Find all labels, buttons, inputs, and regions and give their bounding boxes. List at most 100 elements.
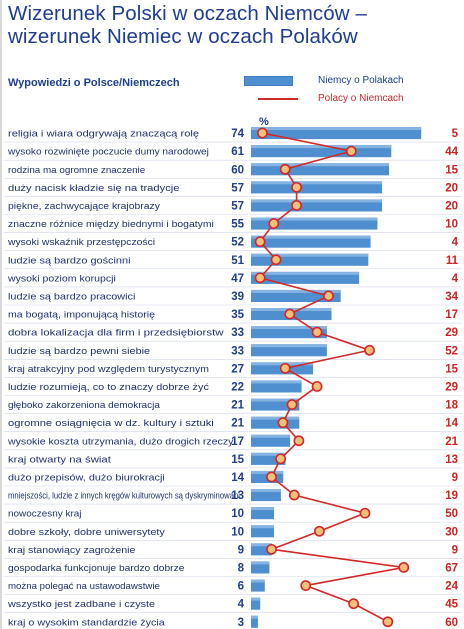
chart-title-line1: Wizerunek Polski w oczach Niemców –: [8, 2, 367, 25]
bar-highlight: [251, 543, 272, 547]
line-point-polacy: [254, 236, 266, 248]
bar-niemcy: [251, 145, 392, 158]
line-point-polacy: [291, 200, 302, 211]
line-value-label: 21: [445, 436, 458, 448]
line-point-polacy: [286, 399, 298, 410]
category-label: znaczne różnice między biednymi i bogaty…: [8, 219, 214, 230]
category-label: duży nacisk kładzie się na tradycje: [8, 183, 180, 194]
chart-title: Wizerunek Polski w oczach Niemców – wize…: [8, 2, 458, 48]
bar-value-label: 10: [231, 526, 244, 538]
legend-series2-label: Polacy o Niemcach: [318, 93, 404, 104]
bar-highlight: [251, 489, 281, 492]
line-point-polacy: [288, 489, 300, 501]
category-label: mniejszości, ludzie z innych kręgów kult…: [8, 491, 240, 502]
bar-highlight: [251, 615, 258, 619]
bar-highlight: [251, 452, 286, 456]
category-label: kraj atrakcyjny pod względem turystyczny…: [8, 364, 209, 375]
line-point-polacy: [348, 598, 359, 610]
category-label: głęboko zakorzeniona demokracja: [8, 400, 161, 411]
category-label: ma bogatą, imponującą historię: [8, 310, 155, 321]
line-point-polacy: [293, 435, 305, 447]
bar-niemcy: [251, 489, 281, 502]
bar-value-label: 57: [231, 200, 244, 212]
bar-value-label: 21: [231, 400, 244, 412]
bar-value-label: 47: [231, 273, 244, 285]
bar-value-label: 57: [231, 182, 244, 194]
category-label: ludzie rozumieją, co to znaczy dobrze ży…: [8, 382, 209, 393]
bar-niemcy: [251, 127, 422, 140]
bar-niemcy: [251, 398, 300, 411]
bar-niemcy: [251, 380, 302, 393]
category-label: piękne, zachwycające krajobrazy: [8, 201, 160, 212]
bar-value-label: 52: [231, 237, 244, 249]
category-label: ludzie są bardzo gościnni: [8, 255, 131, 266]
category-label: wysoki wskaźnik przestępczości: [7, 237, 155, 248]
bar-value-label: 14: [231, 472, 244, 484]
bar-niemcy: [251, 199, 383, 212]
line-value-label: 29: [445, 381, 458, 393]
bar-highlight: [251, 163, 389, 167]
line-point-polacy: [266, 543, 277, 555]
bar-niemcy: [251, 434, 291, 447]
line-point-polacy: [311, 381, 323, 392]
bar-value-label: 27: [231, 363, 244, 375]
bar-highlight: [251, 199, 383, 203]
line-point-polacy: [313, 525, 325, 537]
bar-value-label: 15: [231, 454, 244, 466]
chart-subtitle: Wypowiedzi o Polsce/Niemczech: [8, 77, 180, 89]
bar-value-label: 22: [231, 381, 244, 393]
bar-highlight: [251, 398, 300, 402]
percent-unit-label: %: [259, 116, 269, 128]
line-value-label: 14: [445, 418, 458, 430]
line-point-polacy: [291, 181, 302, 193]
line-point-polacy: [323, 290, 334, 302]
bar-highlight: [251, 145, 392, 149]
bar-highlight: [251, 416, 300, 420]
line-point-polacy: [270, 254, 282, 266]
bar-highlight: [251, 217, 378, 221]
bar-value-label: 33: [231, 345, 244, 357]
category-label: wysoko rozwinięte poczucie dumy narodowe…: [7, 147, 209, 158]
line-value-label: 19: [445, 490, 458, 502]
line-point-polacy: [268, 218, 280, 229]
category-label: dobre szkoły, dobre uniwersytety: [8, 527, 165, 538]
line-value-label: 17: [445, 309, 458, 321]
bar-highlight: [251, 253, 369, 257]
category-label: kraj o wysokim standardzie życia: [8, 617, 166, 628]
line-value-label: 20: [445, 200, 458, 212]
category-label: religia i wiara odgrywają znaczącą rolę: [8, 129, 199, 140]
category-label: rodzina ma ogromne znaczenie: [8, 165, 145, 176]
line-value-label: 45: [445, 599, 458, 611]
category-label: dobra lokalizacja dla firm i przedsiębio…: [8, 328, 224, 339]
bar-highlight: [251, 597, 261, 601]
line-value-label: 9: [452, 472, 458, 484]
line-value-label: 18: [445, 400, 458, 412]
line-point-polacy: [359, 507, 371, 519]
bar-highlight: [251, 181, 383, 185]
bar-value-label: 60: [231, 164, 244, 176]
category-label: kraj otwarty na świat: [8, 454, 111, 465]
bar-value-label: 10: [231, 508, 244, 520]
bar-highlight: [251, 235, 371, 239]
bar-highlight: [251, 507, 274, 511]
legend-bar-swatch: [244, 76, 293, 86]
bar-value-label: 61: [231, 146, 244, 158]
bar-value-label: 17: [231, 436, 244, 448]
category-label: dużo przepisów, dużo biurokracji: [8, 472, 165, 483]
category-label: ludzie są bardzo pracowici: [8, 291, 135, 302]
line-value-label: 9: [452, 544, 458, 556]
line-point-polacy: [279, 362, 291, 374]
bar-value-label: 4: [238, 599, 245, 611]
bar-niemcy: [251, 579, 265, 592]
bar-highlight: [251, 271, 360, 275]
bar-highlight: [251, 127, 422, 130]
chart-title-line2: wizerunek Niemiec w oczach Polaków: [8, 25, 358, 48]
line-value-label: 60: [445, 617, 458, 629]
line-point-polacy: [284, 308, 296, 320]
line-point-polacy: [256, 127, 268, 139]
line-value-label: 20: [445, 182, 458, 194]
bar-highlight: [251, 525, 274, 529]
line-point-polacy: [279, 163, 291, 175]
